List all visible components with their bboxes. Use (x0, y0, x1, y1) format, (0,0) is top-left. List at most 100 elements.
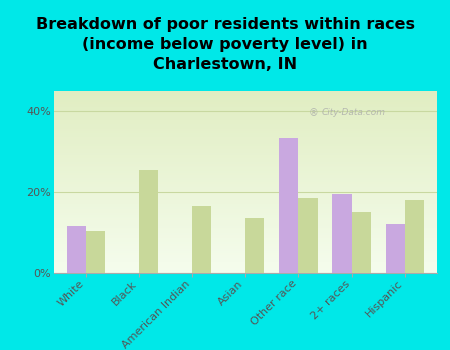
Bar (54, 149, 436, 151)
Bar (54, 155, 436, 156)
Bar (67, 226, 86, 273)
Bar (54, 238, 436, 240)
Bar (54, 160, 436, 162)
Bar (54, 224, 436, 226)
Bar (54, 140, 436, 142)
Bar (54, 138, 436, 140)
Bar (54, 231, 436, 233)
Bar (54, 122, 436, 124)
Bar (54, 237, 436, 238)
Bar (245, 218, 265, 273)
Bar (298, 198, 318, 273)
Bar (54, 142, 436, 144)
Bar (54, 211, 436, 213)
Bar (54, 270, 436, 271)
Bar (54, 120, 436, 122)
Bar (54, 147, 436, 149)
Bar (54, 257, 436, 258)
Bar (54, 100, 436, 102)
Bar (54, 124, 436, 126)
Bar (54, 240, 436, 242)
Bar (54, 93, 436, 94)
Bar (54, 189, 436, 191)
Bar (54, 246, 436, 247)
Bar (54, 202, 436, 204)
Bar (54, 266, 436, 267)
Bar (54, 242, 436, 244)
Bar (54, 188, 436, 189)
Bar (192, 206, 211, 273)
Bar (54, 113, 436, 115)
Bar (54, 184, 436, 186)
Bar (54, 115, 436, 117)
Bar (54, 209, 436, 211)
Text: ®: ® (308, 108, 318, 118)
Bar (54, 169, 436, 171)
Bar (54, 129, 436, 131)
Bar (54, 249, 436, 251)
Bar (54, 195, 436, 197)
Bar (54, 151, 436, 153)
Bar (54, 102, 436, 104)
Bar (54, 97, 436, 98)
Bar (54, 226, 436, 228)
Bar (54, 206, 436, 208)
Bar (54, 253, 436, 255)
Bar (54, 191, 436, 193)
Bar (54, 178, 436, 180)
Bar (54, 264, 436, 266)
Bar (54, 197, 436, 198)
Bar (54, 176, 436, 178)
Bar (54, 107, 436, 109)
Bar (54, 260, 436, 262)
Bar (54, 158, 436, 160)
Bar (54, 271, 436, 273)
Bar (54, 131, 436, 133)
Bar (54, 175, 436, 176)
Text: City-Data.com: City-Data.com (322, 108, 386, 117)
Bar (54, 136, 436, 138)
Bar (54, 217, 436, 218)
Bar (54, 133, 436, 135)
Bar (54, 91, 436, 93)
Bar (54, 106, 436, 107)
Bar (54, 233, 436, 235)
Bar (54, 144, 436, 146)
Bar (54, 164, 436, 166)
Bar (54, 208, 436, 209)
Bar (54, 244, 436, 246)
Bar (54, 111, 436, 113)
Bar (54, 222, 436, 224)
Bar (54, 166, 436, 167)
Bar (351, 212, 371, 273)
Bar (54, 200, 436, 202)
Bar (54, 162, 436, 164)
Bar (54, 193, 436, 195)
Bar (54, 94, 436, 97)
Bar (54, 180, 436, 182)
Bar (54, 117, 436, 118)
Bar (54, 153, 436, 155)
Bar (279, 138, 298, 273)
Bar (54, 156, 436, 158)
Bar (54, 267, 436, 270)
Bar (54, 215, 436, 217)
Bar (54, 118, 436, 120)
Bar (54, 104, 436, 106)
Text: Breakdown of poor residents within races
(income below poverty level) in
Charles: Breakdown of poor residents within races… (36, 18, 414, 72)
Bar (54, 204, 436, 206)
Bar (333, 194, 351, 273)
Bar (386, 224, 405, 273)
Bar (54, 247, 436, 249)
Bar (54, 251, 436, 253)
Bar (54, 235, 436, 237)
Bar (54, 182, 436, 184)
Bar (54, 228, 436, 229)
Bar (54, 220, 436, 222)
Bar (54, 173, 436, 175)
Bar (54, 229, 436, 231)
Bar (86, 231, 105, 273)
Bar (54, 218, 436, 220)
Bar (54, 98, 436, 100)
Bar (54, 186, 436, 188)
